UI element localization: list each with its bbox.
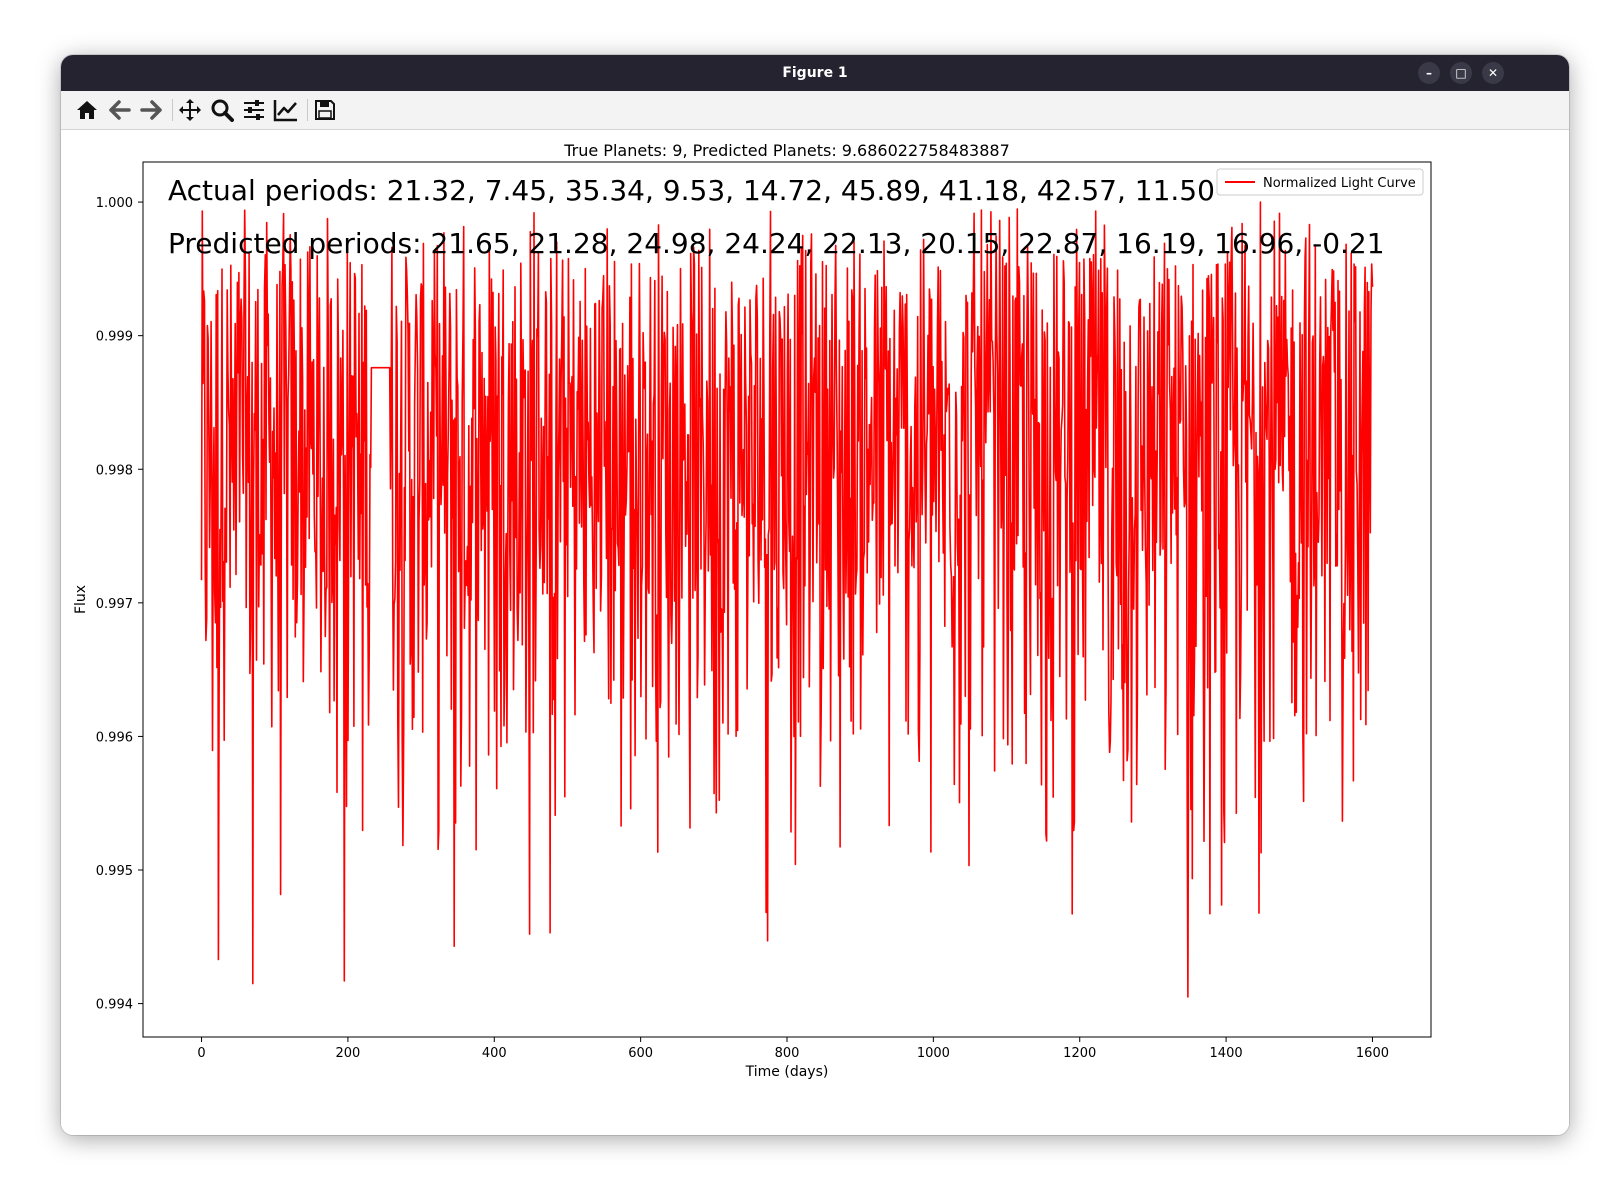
pan-button[interactable]	[176, 96, 204, 124]
arrow-right-icon	[140, 100, 162, 120]
y-tick-label: 0.999	[96, 330, 133, 345]
x-tick-label: 0	[197, 1046, 205, 1061]
close-button[interactable]: ✕	[1482, 62, 1504, 84]
navigation-toolbar	[61, 91, 1569, 130]
maximize-button[interactable]: □	[1450, 62, 1472, 84]
home-button[interactable]	[73, 96, 101, 124]
x-tick-label: 1400	[1210, 1046, 1243, 1061]
x-axis-label: Time (days)	[745, 1064, 829, 1080]
magnifier-icon	[211, 99, 234, 122]
home-icon	[77, 101, 97, 119]
move-icon	[179, 99, 201, 121]
chart-title: True Planets: 9, Predicted Planets: 9.68…	[563, 141, 1010, 160]
arrow-left-icon	[109, 100, 131, 120]
edit-axis-button[interactable]	[272, 96, 300, 124]
sliders-icon	[244, 100, 264, 120]
configure-subplots-button[interactable]	[240, 96, 268, 124]
light-curve-chart[interactable]: True Planets: 9, Predicted Planets: 9.68…	[61, 130, 1569, 1135]
minimize-button[interactable]: –	[1418, 62, 1440, 84]
y-tick-label: 0.997	[96, 597, 133, 612]
window-title: Figure 1	[782, 65, 848, 81]
x-tick-label: 200	[335, 1046, 360, 1061]
toolbar-separator	[172, 99, 173, 121]
figure-canvas[interactable]: True Planets: 9, Predicted Planets: 9.68…	[61, 130, 1569, 1135]
y-tick-label: 0.998	[96, 463, 133, 478]
light-curve-line	[200, 201, 1374, 998]
back-button[interactable]	[106, 96, 134, 124]
actual-periods-annotation: Actual periods: 21.32, 7.45, 35.34, 9.53…	[168, 174, 1215, 207]
forward-button[interactable]	[137, 96, 165, 124]
x-tick-label: 600	[628, 1046, 653, 1061]
figure-window: Figure 1 – □ ✕	[61, 55, 1569, 1135]
chart-line-icon	[273, 100, 297, 122]
y-tick-label: 0.994	[96, 998, 133, 1013]
save-button[interactable]	[311, 96, 339, 124]
zoom-button[interactable]	[208, 96, 236, 124]
x-tick-label: 1200	[1063, 1046, 1096, 1061]
title-bar[interactable]: Figure 1 – □ ✕	[61, 55, 1569, 91]
x-tick-label: 1000	[917, 1046, 950, 1061]
y-tick-label: 1.000	[96, 196, 133, 211]
legend-label: Normalized Light Curve	[1263, 176, 1416, 191]
legend-box	[1216, 168, 1424, 196]
floppy-disk-icon	[315, 100, 335, 120]
y-tick-label: 0.995	[96, 864, 133, 879]
y-axis-label: Flux	[73, 585, 89, 614]
x-tick-label: 800	[775, 1046, 800, 1061]
predicted-periods-annotation: Predicted periods: 21.65, 21.28, 24.98, …	[168, 227, 1385, 260]
y-tick-label: 0.996	[96, 730, 133, 745]
x-tick-label: 400	[482, 1046, 507, 1061]
toolbar-separator	[307, 99, 308, 121]
x-tick-label: 1600	[1356, 1046, 1389, 1061]
